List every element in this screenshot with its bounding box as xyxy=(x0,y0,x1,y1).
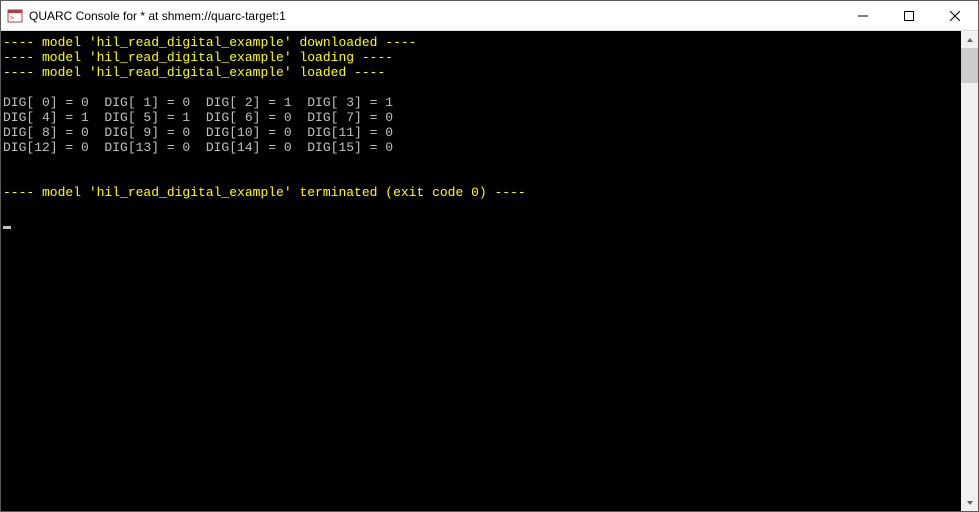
scroll-thumb[interactable] xyxy=(961,48,978,83)
window-titlebar: >_ QUARC Console for * at shmem://quarc-… xyxy=(1,1,978,31)
cursor xyxy=(3,226,11,229)
console-line: DIG[ 8] = 0 DIG[ 9] = 0 DIG[10] = 0 DIG[… xyxy=(3,125,961,140)
console-line xyxy=(3,170,961,185)
console-line: DIG[ 4] = 1 DIG[ 5] = 1 DIG[ 6] = 0 DIG[… xyxy=(3,110,961,125)
console-cursor-line xyxy=(3,215,961,230)
minimize-button[interactable] xyxy=(840,1,886,30)
scroll-track[interactable] xyxy=(961,48,978,494)
svg-text:>_: >_ xyxy=(10,14,19,22)
window-controls xyxy=(840,1,978,30)
console-line xyxy=(3,200,961,215)
console-line: DIG[ 0] = 0 DIG[ 1] = 0 DIG[ 2] = 1 DIG[… xyxy=(3,95,961,110)
console-line xyxy=(3,155,961,170)
console-line xyxy=(3,80,961,95)
scroll-up-button[interactable] xyxy=(961,31,978,48)
console-line: ---- model 'hil_read_digital_example' te… xyxy=(3,185,961,200)
window-title: QUARC Console for * at shmem://quarc-tar… xyxy=(29,9,840,23)
maximize-button[interactable] xyxy=(886,1,932,30)
console-line: ---- model 'hil_read_digital_example' lo… xyxy=(3,65,961,80)
console-line: ---- model 'hil_read_digital_example' do… xyxy=(3,35,961,50)
console-output[interactable]: ---- model 'hil_read_digital_example' do… xyxy=(1,31,961,511)
console-container: ---- model 'hil_read_digital_example' do… xyxy=(1,31,978,511)
vertical-scrollbar[interactable] xyxy=(961,31,978,511)
scroll-down-button[interactable] xyxy=(961,494,978,511)
console-line: ---- model 'hil_read_digital_example' lo… xyxy=(3,50,961,65)
close-button[interactable] xyxy=(932,1,978,30)
console-line: DIG[12] = 0 DIG[13] = 0 DIG[14] = 0 DIG[… xyxy=(3,140,961,155)
app-icon: >_ xyxy=(7,8,23,24)
